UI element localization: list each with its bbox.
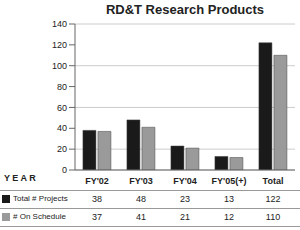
html-text:23: 23 xyxy=(180,194,190,204)
html-text:122: 122 xyxy=(265,194,281,204)
svg-text:140: 140 xyxy=(52,19,67,29)
html-text:# On Schedule: # On Schedule xyxy=(13,212,66,221)
html-text:21: 21 xyxy=(180,212,190,222)
svg-text:20: 20 xyxy=(57,144,67,154)
html-text:41: 41 xyxy=(136,212,146,222)
svg-text:80: 80 xyxy=(57,82,67,92)
svg-text:100: 100 xyxy=(52,61,67,71)
html-text:12: 12 xyxy=(224,212,234,222)
html-text:48: 48 xyxy=(136,194,146,204)
svg-text:Total: Total xyxy=(263,176,284,186)
html-text:Total # Projects: Total # Projects xyxy=(13,194,68,203)
svg-text:FY'04: FY'04 xyxy=(173,176,197,186)
html-text:37: 37 xyxy=(92,212,102,222)
svg-text:FY'02: FY'02 xyxy=(85,176,109,186)
svg-text:FY'05(+): FY'05(+) xyxy=(212,176,247,186)
svg-text:0: 0 xyxy=(62,165,67,175)
html-text:13: 13 xyxy=(224,194,234,204)
svg-text:40: 40 xyxy=(57,123,67,133)
svg-text:60: 60 xyxy=(57,103,67,113)
svg-text:FY'03: FY'03 xyxy=(129,176,153,186)
html-text:38: 38 xyxy=(92,194,102,204)
html-text:RD&T Research Products: RD&T Research Products xyxy=(105,2,265,17)
svg-text:120: 120 xyxy=(52,40,67,50)
html-text:110: 110 xyxy=(265,212,281,222)
html-text:Y E A R: Y E A R xyxy=(4,173,36,183)
